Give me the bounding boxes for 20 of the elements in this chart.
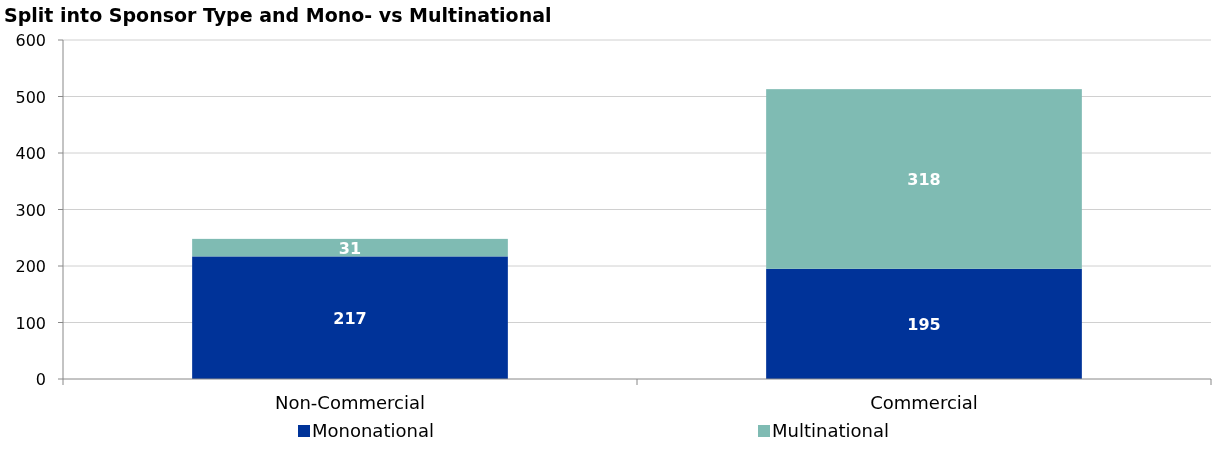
y-tick-label: 200 bbox=[15, 257, 46, 276]
data-label: 217 bbox=[333, 308, 367, 328]
legend-label: Mononational bbox=[312, 420, 434, 441]
bar bbox=[766, 268, 1082, 379]
legend-label: Multinational bbox=[772, 420, 889, 441]
y-tick-label: 500 bbox=[15, 87, 46, 107]
data-label: 195 bbox=[907, 314, 941, 334]
y-tick-label: 0 bbox=[35, 370, 46, 389]
x-tick-label: Commercial bbox=[870, 392, 978, 413]
x-tick-label: Non-Commercial bbox=[274, 392, 426, 413]
y-tick-label: 300 bbox=[15, 200, 46, 220]
data-label: 31 bbox=[338, 238, 362, 258]
data-label: 318 bbox=[907, 169, 941, 189]
bar bbox=[192, 238, 508, 257]
bar bbox=[192, 256, 508, 379]
bar bbox=[766, 89, 1082, 269]
y-tick-label: 400 bbox=[15, 144, 46, 163]
y-tick-label: 100 bbox=[15, 313, 46, 333]
chart-title: Split into Sponsor Type and Mono- vs Multinational bbox=[4, 4, 552, 26]
y-tick-label: 600 bbox=[15, 31, 46, 50]
